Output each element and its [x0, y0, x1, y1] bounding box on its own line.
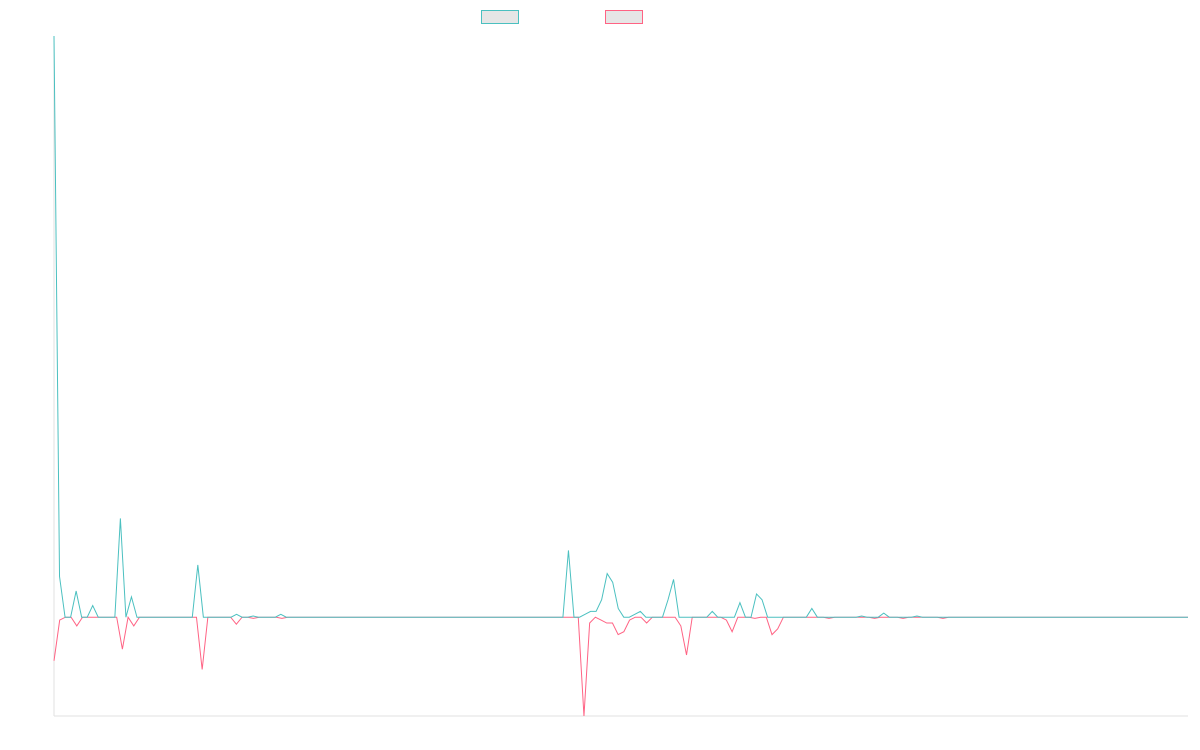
series-line-1 [53, 35, 1188, 618]
legend-swatch-series-2[interactable] [605, 10, 643, 24]
legend-swatch-series-1[interactable] [481, 10, 519, 24]
series-layer [53, 35, 1188, 717]
series-line-2 [53, 615, 1188, 717]
